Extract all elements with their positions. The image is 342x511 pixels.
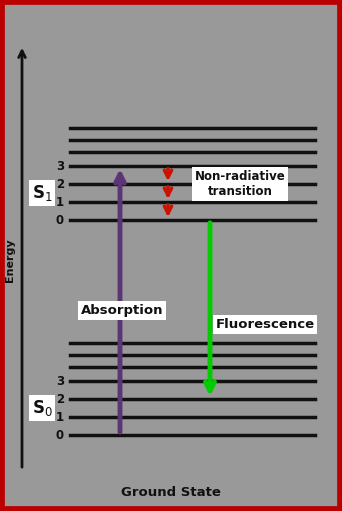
Text: S$_0$: S$_0$ — [31, 398, 52, 418]
Text: Absorption: Absorption — [81, 304, 163, 317]
Text: Ground State: Ground State — [121, 486, 221, 499]
Text: 2: 2 — [56, 177, 64, 191]
Text: Non-radiative
transition: Non-radiative transition — [195, 170, 285, 198]
Text: S$_1$: S$_1$ — [32, 183, 52, 203]
Text: 0: 0 — [56, 429, 64, 442]
Text: 3: 3 — [56, 375, 64, 387]
Text: 1: 1 — [56, 196, 64, 208]
Text: 2: 2 — [56, 392, 64, 406]
Text: Fluorescence: Fluorescence — [215, 318, 315, 331]
Text: 0: 0 — [56, 214, 64, 226]
Text: Energy: Energy — [5, 238, 15, 282]
Text: 3: 3 — [56, 159, 64, 173]
Text: 1: 1 — [56, 410, 64, 424]
